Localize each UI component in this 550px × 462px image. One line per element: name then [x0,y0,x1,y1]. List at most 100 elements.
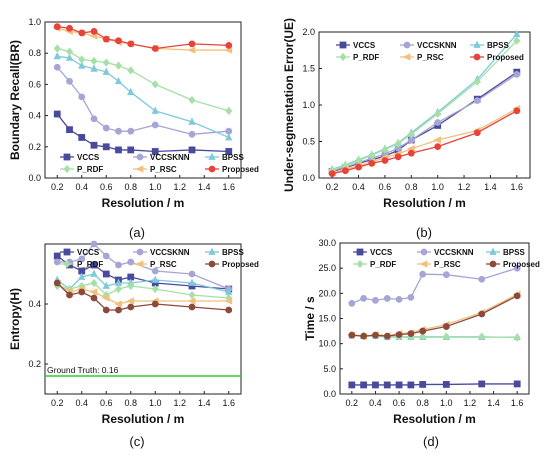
legend-marker [473,53,481,61]
x-tick-label: 1.0 [149,398,162,408]
data-point [188,95,196,105]
data-point [102,252,110,260]
series-line [351,267,518,304]
data-point [115,306,122,314]
data-point [114,300,122,308]
data-point [434,109,442,118]
data-point [53,258,61,266]
legend-label: VCCS [77,248,100,257]
data-point [102,270,110,278]
legend-marker [63,164,71,174]
data-point [188,290,196,300]
chart-panel-2: 0.2 0.4 0.6 0.8 1.0 1.2 1.4 1.6 0.0 0.5 1.0 1.5 2.0 R… [282,18,531,240]
data-point [90,278,98,288]
y-tick-label: 0.0 [28,173,41,183]
series-p-rdf [53,44,233,116]
data-point [394,139,402,148]
legend-label: VCCS [370,248,393,257]
x-tick-label: 1.6 [222,182,235,192]
panel-caption: (b) [416,225,432,240]
series-vccsknn [53,63,233,138]
data-point [407,381,415,389]
x-tick-label: 0.6 [393,398,406,408]
data-point [53,63,61,71]
legend-label: P_RSC [150,260,177,269]
series-p-rdf [328,36,521,175]
data-point [513,70,521,78]
data-point [187,46,196,54]
ground-truth-label: Ground Truth: 0.16 [47,365,119,375]
series-proposed [53,279,233,314]
legend-marker [420,248,428,256]
data-point [188,270,196,278]
data-point [78,255,86,263]
data-point [151,275,159,283]
data-point [102,281,110,289]
data-point [442,323,450,330]
series-line [56,282,229,311]
x-tick-label: 1.4 [198,398,211,408]
data-point [151,106,159,114]
series-line [57,26,229,50]
data-point [78,61,86,69]
data-point [102,143,110,151]
data-point [115,37,122,45]
legend-label: Proposed [487,53,524,62]
data-point [90,240,98,248]
y-tick-label: 0.6 [28,79,41,89]
data-point [419,270,427,278]
data-point [419,381,427,388]
data-point [127,146,135,154]
legend-label: BPSS [222,248,244,257]
x-tick-label: 0.4 [75,398,88,408]
data-point [372,296,379,304]
data-point [126,297,135,305]
data-point [65,47,74,56]
legend-label: P_RSC [434,260,461,269]
data-point [115,261,122,269]
data-point [395,381,403,389]
x-tick-label: 1.2 [173,398,186,408]
legend-marker [208,165,216,173]
series-line [332,73,518,172]
data-point [368,151,376,160]
x-axis-label: Resolution / m [393,412,476,426]
panel-caption: (d) [423,434,439,449]
data-point [434,119,442,126]
y-axis-label: Under-segmentation Error(UE) [282,18,296,192]
data-point [127,40,135,48]
y-tick-label: 0.0 [323,389,336,399]
data-point [78,288,86,296]
x-tick-label: 0.8 [124,182,137,192]
y-tick-label: 0.2 [28,142,41,152]
data-point [90,56,98,66]
data-point [90,261,98,269]
legend-label: BPSS [503,248,525,257]
x-tick-label: 0.4 [352,182,365,192]
data-point [383,294,391,302]
series-bpss [328,29,521,173]
data-point [419,327,427,335]
data-point [355,163,362,171]
legend: VCCS VCCSKNN BPSS P_RDF P_RSC Proposed [336,40,524,62]
legend: VCCS VCCSKNN BPSS P_RDF P_RSC Proposed [60,152,259,174]
data-point [151,267,159,275]
y-tick-label: 2.0 [302,27,315,37]
data-point [478,275,486,283]
data-point [127,87,135,96]
legend-marker [208,260,216,268]
x-axis-label: Resolution / m [383,196,466,210]
data-point [101,294,110,302]
x-axis-label: Resolution / m [102,412,185,426]
legend-marker [136,248,144,256]
legend-label: P_RDF [353,53,379,62]
data-point [102,306,110,314]
data-point [53,279,61,287]
legend-marker [403,41,411,49]
data-point [115,127,122,135]
data-point [407,293,415,301]
series-vccs [53,110,233,155]
series-line [351,383,518,386]
data-point [513,107,521,115]
